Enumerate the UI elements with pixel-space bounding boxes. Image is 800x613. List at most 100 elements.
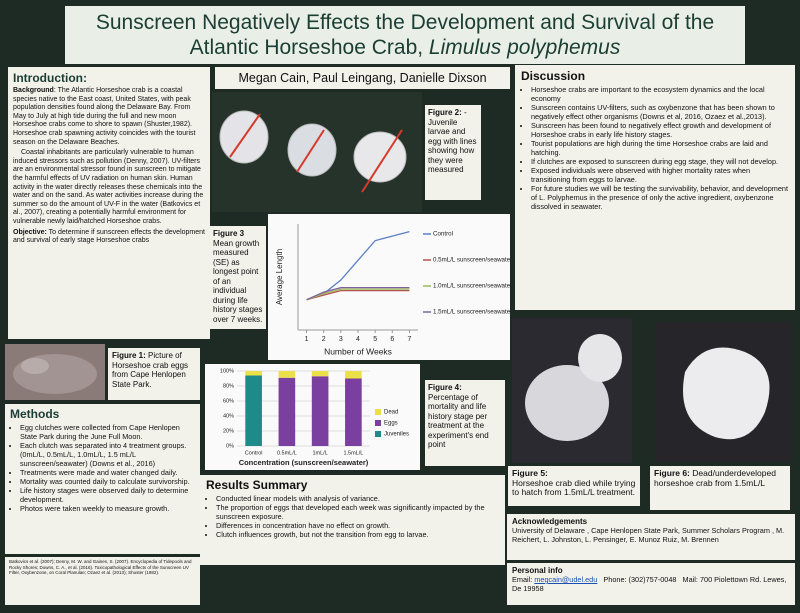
text: : The Atlantic Horseshoe crab is a coast… bbox=[13, 87, 196, 146]
legend-swatch bbox=[375, 420, 381, 426]
text: Percentage of mortality and life history… bbox=[428, 392, 489, 450]
bullet: Horseshoe crabs are important to the eco… bbox=[531, 85, 789, 103]
bullet: Egg clutches were collected from Cape He… bbox=[20, 423, 195, 441]
figure-3-caption: Figure 3 Mean growth measured (SE) as lo… bbox=[210, 226, 266, 329]
x-tick-label: 1 bbox=[305, 336, 309, 343]
legend-label: 0.5mL/L sunscreen/seawater bbox=[433, 257, 510, 264]
bar-segment bbox=[311, 376, 329, 446]
label: Background bbox=[13, 87, 54, 94]
caption: Figure 5: Horseshoe crab died while tryin… bbox=[512, 468, 636, 498]
references: Batkovics et al. (2007); Denny, M. W. an… bbox=[5, 557, 200, 605]
bullet: Treatments were made and water changed d… bbox=[20, 468, 195, 477]
bar-segment bbox=[278, 371, 296, 378]
label: Figure 1: bbox=[112, 351, 146, 360]
legend-label: 1.5mL/L sunscreen/seawater bbox=[433, 309, 510, 316]
crab bbox=[683, 347, 770, 440]
phone: Phone: (302)757-0048 bbox=[603, 575, 677, 584]
bullet: Life history stages were observed daily … bbox=[20, 486, 195, 504]
heading: Methods bbox=[10, 407, 60, 421]
heading: Introduction: bbox=[13, 71, 87, 85]
bullet: Differences in concentration have no eff… bbox=[216, 521, 499, 530]
bar-segment bbox=[245, 371, 262, 376]
title: Sunscreen Negatively Effects the Develop… bbox=[95, 11, 715, 59]
email-label: Email: bbox=[512, 575, 535, 584]
text: - Juvenile larvae and egg with lines sho… bbox=[428, 108, 477, 174]
heading: Results Summary bbox=[206, 478, 308, 492]
bar-segment bbox=[311, 371, 329, 377]
measure-line bbox=[296, 129, 325, 173]
contact-line: Email: megcain@udel.edu Phone: (302)757-… bbox=[512, 575, 790, 593]
bar-segment bbox=[245, 375, 262, 446]
y-tick-label: 20% bbox=[223, 428, 234, 434]
y-tick-label: 80% bbox=[223, 383, 234, 389]
heading: Personal info bbox=[512, 566, 563, 575]
legend-label: Eggs bbox=[384, 421, 398, 427]
x-tick-label: 4 bbox=[356, 336, 360, 343]
methods-box: Methods Egg clutches were collected from… bbox=[5, 404, 200, 554]
discussion-box: Discussion Horseshoe crabs are important… bbox=[515, 65, 795, 310]
y-axis-label: Average Length bbox=[275, 249, 284, 305]
figure-4-caption: Figure 4: Percentage of mortality and li… bbox=[425, 380, 505, 466]
line-chart: 1 2 3 4 5 6 7 Number of Weeks Average Length Cont… bbox=[268, 214, 510, 360]
bullet-list: Conducted linear models with analysis of… bbox=[206, 494, 499, 539]
y-tick-label: 0% bbox=[226, 443, 234, 449]
caption: Figure 1: Picture of Horseshoe crab eggs… bbox=[112, 351, 196, 389]
title-box: Sunscreen Negatively Effects the Develop… bbox=[65, 6, 745, 64]
bullet: Conducted linear models with analysis of… bbox=[216, 494, 499, 503]
figure-2-caption: Figure 2: - Juvenile larvae and egg with… bbox=[425, 105, 481, 200]
x-tick-label: 1.5mL/L bbox=[343, 450, 363, 456]
y-tick-label: 40% bbox=[223, 413, 234, 419]
legend-label: Juveniles bbox=[384, 432, 409, 438]
legend-swatch bbox=[375, 431, 381, 437]
label: Figure 4: bbox=[428, 383, 462, 392]
paragraph: Objective: To determine if sunscreen eff… bbox=[13, 229, 205, 246]
figure-1-caption: Figure 1: Picture of Horseshoe crab eggs… bbox=[108, 348, 200, 400]
mail: Mail: 700 Piolettown Rd. Lewes, De 19958 bbox=[512, 575, 787, 593]
text: Dead/underdeveloped horseshoe crab from … bbox=[654, 468, 776, 488]
email-link[interactable]: megcain@udel.edu bbox=[534, 575, 598, 584]
caption: Figure 2: - Juvenile larvae and egg with… bbox=[428, 108, 478, 175]
egg-cluster bbox=[13, 354, 97, 394]
legend-label: 1.0mL/L sunscreen/seawater bbox=[433, 283, 510, 290]
caption: Figure 3 Mean growth measured (SE) as lo… bbox=[213, 229, 263, 324]
bullet: Tourist populations are high during the … bbox=[531, 139, 789, 157]
text: Horseshoe crab died while trying to hatc… bbox=[512, 477, 636, 497]
x-tick-label: 0.5mL/L bbox=[277, 450, 297, 456]
y-tick-label: 100% bbox=[220, 368, 234, 374]
bullet: Clutch influences growth, but not the tr… bbox=[216, 530, 499, 539]
bullet: Each clutch was separated into 4 treatme… bbox=[20, 441, 195, 468]
label: Objective: bbox=[13, 228, 47, 236]
bullet-list: Egg clutches were collected from Cape He… bbox=[10, 423, 195, 513]
bullet-list: Horseshoe crabs are important to the eco… bbox=[521, 85, 789, 211]
bar-segment bbox=[278, 377, 296, 446]
text: University of Delaware , Cape Henlopen S… bbox=[512, 526, 785, 544]
x-tick-label: 5 bbox=[373, 336, 377, 343]
legend-label: Control bbox=[433, 231, 453, 238]
figure-5-photo bbox=[512, 318, 632, 463]
bar-segment bbox=[345, 371, 362, 379]
x-tick-label: 1mL/L bbox=[312, 450, 327, 456]
caption: Figure 6: Dead/underdeveloped horseshoe … bbox=[654, 468, 786, 488]
series-line bbox=[306, 288, 410, 301]
label: Figure 2: bbox=[428, 108, 462, 117]
bullet: The proportion of eggs that developed ea… bbox=[216, 503, 499, 521]
caption: Figure 4: Percentage of mortality and li… bbox=[428, 383, 502, 450]
personal-info-box: Personal info Email: megcain@udel.edu Ph… bbox=[507, 563, 795, 605]
paragraph: Coastal inhabitants are particularly vul… bbox=[13, 149, 204, 225]
photo-eggs bbox=[5, 344, 105, 400]
y-tick-label: 60% bbox=[223, 398, 234, 404]
legend-label: Dead bbox=[384, 410, 398, 416]
x-axis-label: Concentration (sunscreen/seawater) bbox=[239, 458, 369, 467]
bullet: Mortality was counted daily to calculate… bbox=[20, 477, 195, 486]
heading: Discussion bbox=[521, 69, 586, 83]
series-line bbox=[306, 286, 410, 301]
x-tick-label: 6 bbox=[390, 336, 394, 343]
egg-cluster bbox=[21, 358, 49, 374]
bullet: If clutches are exposed to sunscreen dur… bbox=[531, 157, 789, 166]
figure-2-photos bbox=[212, 92, 422, 212]
introduction-box: Introduction: Background: The Atlantic H… bbox=[8, 67, 210, 339]
x-axis-label: Number of Weeks bbox=[324, 346, 392, 356]
legend-swatch bbox=[375, 409, 381, 415]
results-box: Results Summary Conducted linear models … bbox=[200, 475, 505, 565]
measure-line bbox=[361, 129, 403, 193]
